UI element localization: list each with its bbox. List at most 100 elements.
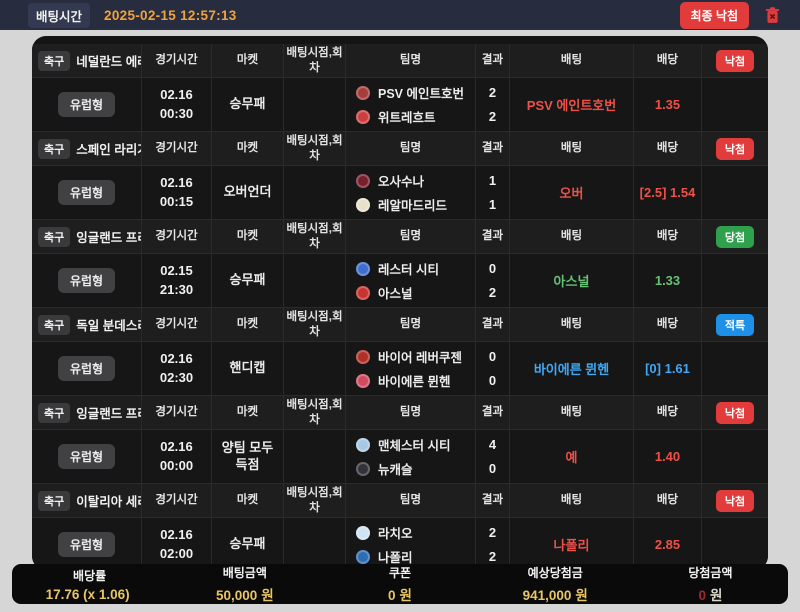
summary-amount: 50,000 — [215, 588, 258, 603]
bet-type-badge: 유럽형 — [57, 180, 116, 205]
match-group: 축구 잉글랜드 프리… 경기시간 마켓 배팅시점,회차 팀명 결과 배팅 배당 … — [32, 219, 768, 307]
bet-type-cell: 유럽형 — [32, 342, 142, 395]
status-badge: 낙첨 — [715, 49, 755, 72]
results-cell: 0 0 — [476, 342, 510, 395]
match-time: 00:30 — [159, 105, 194, 121]
match-data-row[interactable]: 유럽형 02.16 02:30 핸디캡 바이어 레버쿠젠 바이에른 뮌헨 0 — [32, 342, 768, 395]
summary-value: 50,000 원 — [216, 584, 274, 604]
market-cell: 양팀 모두득점 — [212, 430, 284, 483]
col-header-market: 마켓 — [212, 220, 284, 253]
col-header-market: 마켓 — [212, 396, 284, 429]
league-cell: 축구 네덜란드 에레… — [32, 44, 142, 77]
summary-item: 예상당첨금 941,000 원 — [478, 564, 633, 604]
teams-cell: 바이어 레버쿠젠 바이에른 뮌헨 — [346, 342, 476, 395]
match-groups: 축구 네덜란드 에레… 경기시간 마켓 배팅시점,회차 팀명 결과 배팅 배당 … — [32, 44, 768, 570]
status-cell: 낙첨 — [702, 44, 768, 77]
col-header-bet-point: 배팅시점,회차 — [284, 220, 346, 253]
result-home: 2 — [488, 85, 497, 100]
team-row: 레스터 시티 — [356, 259, 439, 278]
col-header-team: 팀명 — [346, 220, 476, 253]
match-data-row[interactable]: 유럽형 02.16 00:30 승무패 PSV 에인트호번 위트레흐트 2 — [32, 78, 768, 131]
team-row: 나폴리 — [356, 547, 413, 566]
betting-time-label: 배팅시간 — [28, 2, 91, 28]
sport-badge: 축구 — [38, 490, 71, 511]
bet-pick-cell: 오버 — [510, 166, 634, 219]
team-name: 위트레흐트 — [378, 111, 436, 125]
result-home: 1 — [488, 173, 497, 188]
bet-pick-cell: 바이에른 뮌헨 — [510, 342, 634, 395]
status-badge: 낙첨 — [715, 401, 755, 424]
betting-timestamp: 2025-02-15 12:57:13 — [104, 7, 237, 23]
match-data-row[interactable]: 유럽형 02.16 00:15 오버언더 오사수나 레알마드리드 1 — [32, 166, 768, 219]
result-away: 0 — [488, 461, 497, 476]
market-cell: 승무패 — [212, 254, 284, 307]
team-row: 아스널 — [356, 283, 413, 302]
team-name: 뉴캐슬 — [378, 463, 413, 477]
team-logo-icon — [356, 173, 370, 188]
team-logo-icon — [356, 285, 370, 300]
bet-pick-cell: 아스널 — [510, 254, 634, 307]
bet-type-badge: 유럽형 — [57, 532, 116, 557]
odds-cell: 1.35 — [634, 78, 702, 131]
match-data-row[interactable]: 유럽형 02.16 00:00 양팀 모두득점 맨체스터 시티 뉴캐슬 4 — [32, 430, 768, 483]
teams-cell: 맨체스터 시티 뉴캐슬 — [346, 430, 476, 483]
match-date: 02.15 — [160, 263, 193, 279]
sport-badge: 축구 — [38, 402, 71, 423]
col-header-team: 팀명 — [346, 132, 476, 165]
bet-type-cell: 유럽형 — [32, 254, 142, 307]
col-header-game-time: 경기시간 — [142, 396, 212, 429]
game-time-cell: 02.15 21:30 — [142, 254, 212, 307]
game-time-cell: 02.16 02:30 — [142, 342, 212, 395]
bet-slip-panel: 축구 네덜란드 에레… 경기시간 마켓 배팅시점,회차 팀명 결과 배팅 배당 … — [32, 36, 768, 570]
col-header-odds: 배당 — [634, 484, 702, 517]
col-header-market: 마켓 — [212, 484, 284, 517]
col-header-odds: 배당 — [634, 220, 702, 253]
final-result-button[interactable]: 최종 낙첨 — [679, 1, 749, 29]
league-name: 잉글랜드 프리… — [76, 407, 141, 421]
trash-icon — [765, 6, 780, 24]
col-header-bet-point: 배팅시점,회차 — [284, 396, 346, 429]
bet-pick-cell: PSV 에인트호번 — [510, 78, 634, 131]
game-time-cell: 02.16 00:30 — [142, 78, 212, 131]
col-header-bet: 배팅 — [510, 44, 634, 77]
results-cell: 2 2 — [476, 78, 510, 131]
team-name: 레스터 시티 — [378, 263, 439, 277]
summary-item: 쿠폰 0 원 — [322, 564, 477, 604]
match-data-row[interactable]: 유럽형 02.15 21:30 승무패 레스터 시티 아스널 0 2 — [32, 254, 768, 307]
market-cell: 승무패 — [212, 518, 284, 570]
match-group: 축구 이탈리아 세리… 경기시간 마켓 배팅시점,회차 팀명 결과 배팅 배당 … — [32, 483, 768, 570]
col-header-game-time: 경기시간 — [142, 220, 212, 253]
summary-label: 배팅금액 — [222, 566, 267, 580]
results-cell: 4 0 — [476, 430, 510, 483]
empty-status-cell — [702, 78, 768, 131]
col-header-market: 마켓 — [212, 132, 284, 165]
empty-status-cell — [702, 254, 768, 307]
team-name: PSV 에인트호번 — [378, 87, 464, 101]
delete-button[interactable] — [763, 5, 782, 26]
team-row: 뉴캐슬 — [356, 459, 413, 478]
summary-amount: 17.76 (x 1.06) — [45, 586, 130, 602]
teams-cell: 오사수나 레알마드리드 — [346, 166, 476, 219]
sport-badge: 축구 — [38, 50, 71, 71]
match-date: 02.16 — [160, 527, 193, 543]
team-logo-icon — [356, 437, 370, 452]
bet-type-cell: 유럽형 — [32, 166, 142, 219]
bet-type-cell: 유럽형 — [32, 518, 142, 570]
col-header-bet: 배팅 — [510, 308, 634, 341]
result-home: 2 — [488, 525, 497, 540]
bet-pick-cell: 나폴리 — [510, 518, 634, 570]
col-header-team: 팀명 — [346, 44, 476, 77]
bet-type-badge: 유럽형 — [57, 444, 116, 469]
col-header-result: 결과 — [476, 44, 510, 77]
match-data-row[interactable]: 유럽형 02.16 02:00 승무패 라치오 나폴리 2 2 — [32, 518, 768, 570]
summary-item: 당첨금액 0 원 — [633, 564, 788, 604]
game-time-cell: 02.16 00:00 — [142, 430, 212, 483]
bet-pick-cell: 예 — [510, 430, 634, 483]
summary-value: 0 원 — [388, 584, 412, 604]
col-header-result: 결과 — [476, 132, 510, 165]
team-logo-icon — [356, 549, 370, 564]
bet-point-cell — [284, 430, 346, 483]
summary-label: 당첨금액 — [688, 566, 733, 580]
summary-amount: 941,000 — [522, 588, 572, 603]
team-row: 라치오 — [356, 523, 413, 542]
